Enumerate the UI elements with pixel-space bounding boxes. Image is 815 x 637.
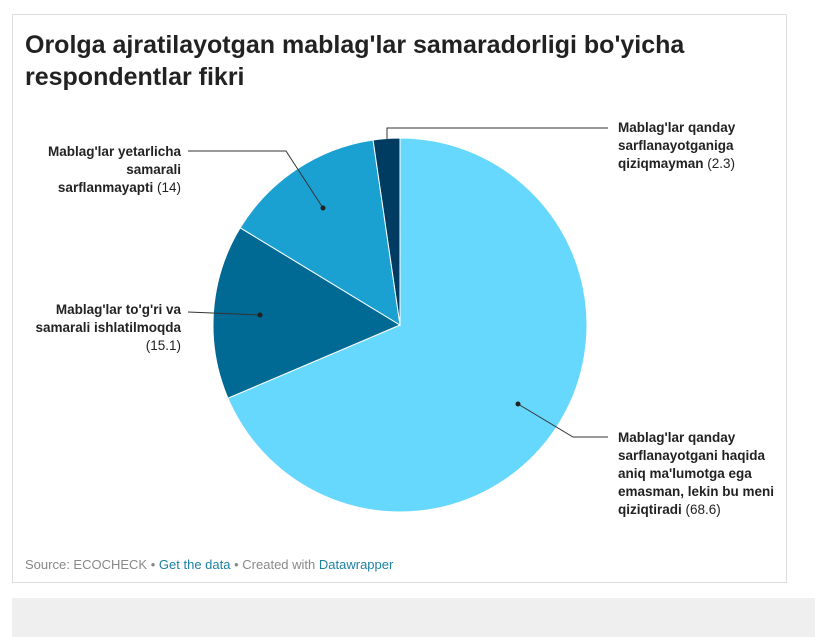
slice-label: Mablag'lar yetarlicha samarali sarflanma…	[31, 143, 181, 197]
chart-title: Orolga ajratilayotgan mablag'lar samarad…	[25, 31, 685, 91]
slice-label: Mablag'lar qanday sarflanayotgani haqida…	[618, 429, 778, 519]
leader-line	[386, 127, 608, 140]
leader-dot	[320, 205, 326, 211]
footer: Source: ECOCHECK • Get the data • Create…	[25, 557, 393, 572]
value-label: (2.3)	[707, 156, 736, 171]
credit: Created with	[242, 557, 316, 572]
value-label: (68.6)	[685, 502, 721, 517]
pie-slice	[212, 227, 402, 399]
leader-line	[187, 311, 261, 316]
pie-slice	[227, 137, 588, 513]
separator: •	[234, 557, 239, 572]
value-label: (14)	[156, 180, 181, 195]
chart-card: Orolga ajratilayotgan mablag'lar samarad…	[12, 14, 787, 583]
separator: •	[150, 557, 156, 572]
chart	[187, 127, 608, 513]
label-text: Mablag'lar qanday sarflanayotgani haqida…	[618, 430, 775, 517]
label-text: Mablag'lar to'g'ri va samarali ishlatilm…	[35, 302, 181, 335]
label-text: Mablag'lar yetarlicha samarali sarflanma…	[47, 144, 181, 195]
leader-dot	[257, 312, 263, 318]
slice-label: Mablag'lar qanday sarflanayotganiga qizi…	[618, 119, 768, 173]
pie-slice	[372, 137, 401, 326]
slice-label: Mablag'lar to'g'ri va samarali ishlatilm…	[31, 301, 181, 355]
value-label: (15.1)	[145, 338, 181, 353]
leader-dot	[515, 401, 521, 407]
source: Source: ECOCHECK	[25, 557, 148, 572]
pie-slice	[239, 139, 401, 326]
background-strip	[12, 598, 815, 637]
get-data-link[interactable]: Get the data	[158, 557, 231, 572]
leader-line	[188, 150, 324, 209]
label-text: Mablag'lar qanday sarflanayotganiga qizi…	[618, 120, 736, 171]
leader-line	[517, 403, 608, 438]
tool-link[interactable]: Datawrapper	[318, 557, 394, 572]
